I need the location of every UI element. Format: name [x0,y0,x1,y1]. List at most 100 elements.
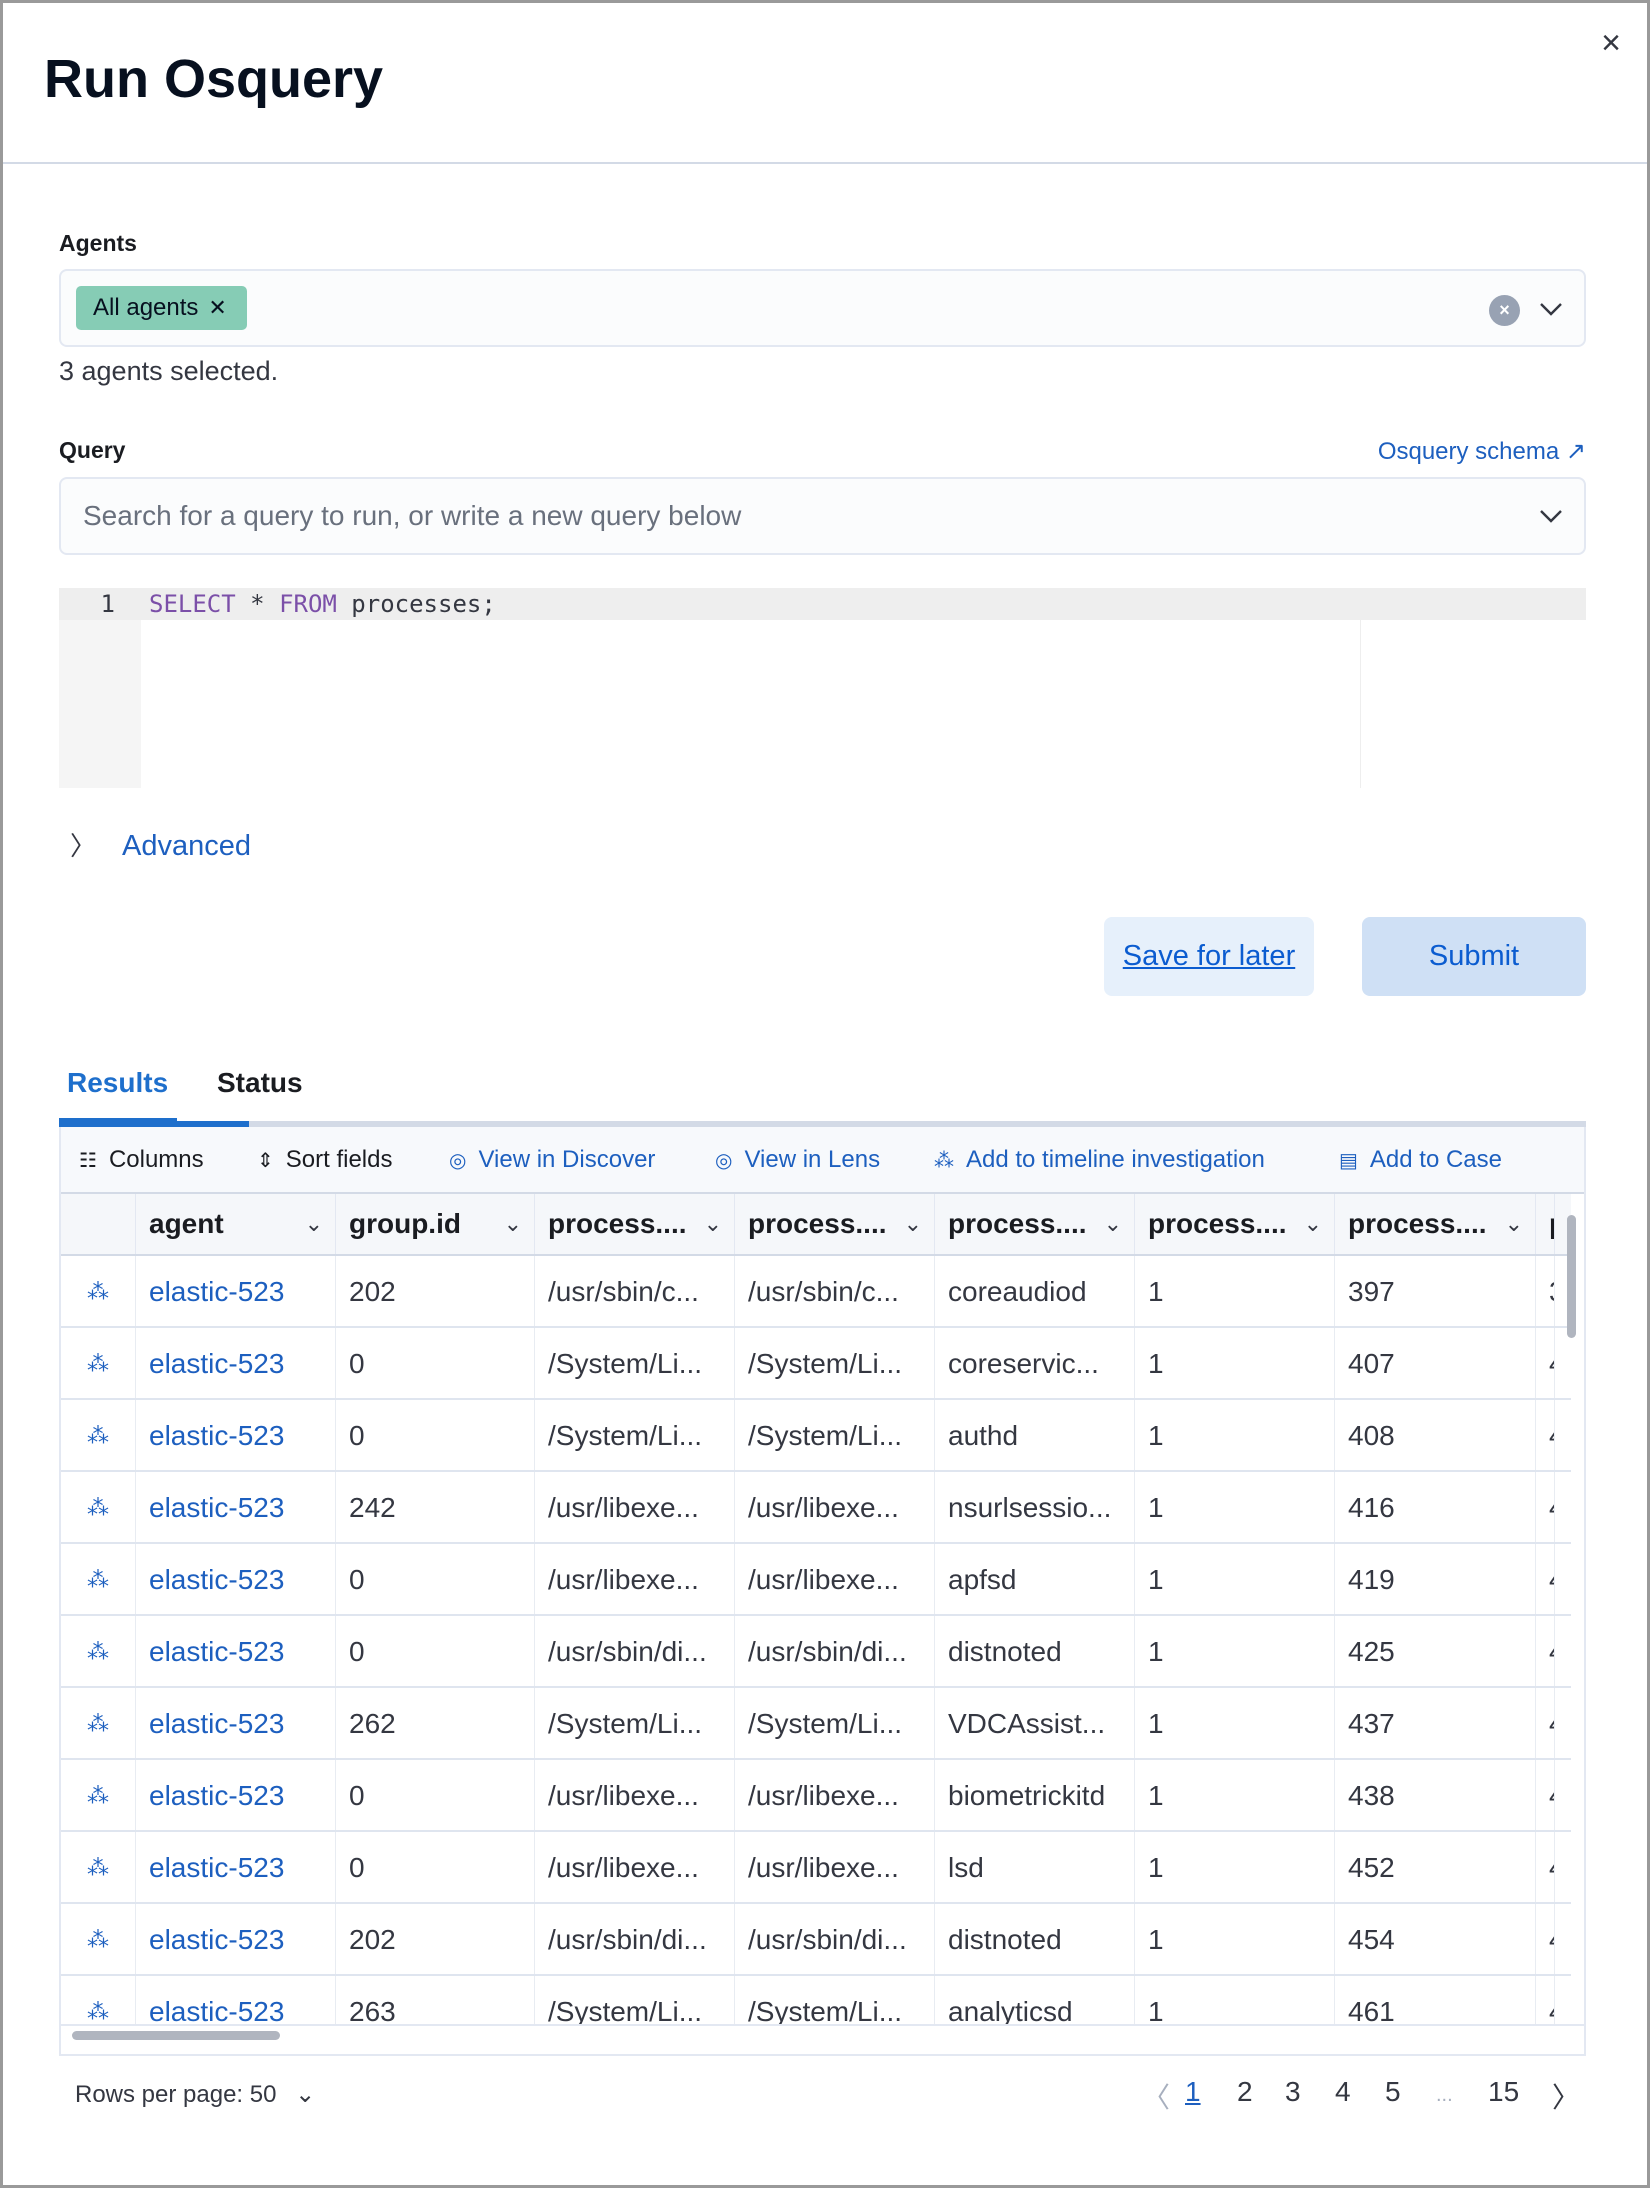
tab-results[interactable]: Results [67,1067,169,1098]
agent-link[interactable]: elastic-523 [136,1832,336,1902]
next-page-icon[interactable]: 〉 [1552,2082,1581,2113]
table-cell: nsurlsessio... [935,1472,1135,1542]
investigate-in-timeline-icon[interactable]: ⁂ [61,1544,136,1614]
chevron-down-icon[interactable]: ⌄ [703,1211,722,1236]
add-to-timeline-button[interactable]: ⁂ Add to timeline investigation [934,1127,1265,1194]
investigate-in-timeline-icon[interactable]: ⁂ [61,1472,136,1542]
advanced-toggle[interactable]: 〉 Advanced [70,826,251,863]
vertical-scrollbar[interactable] [1567,1215,1576,1338]
table-cell: 1 [1135,1760,1335,1830]
tab-status[interactable]: Status [217,1067,303,1098]
table-row: ⁂ elastic-523 262/System/Li.../System/Li..… [61,1688,1571,1760]
page-button[interactable]: 2 [1237,2076,1253,2107]
page-button[interactable]: 5 [1385,2076,1401,2107]
tab-bar [59,1121,1586,1127]
table-cell: 1 [1135,1616,1335,1686]
investigate-in-timeline-icon[interactable]: ⁂ [61,1688,136,1758]
column-header[interactable]: group.id ⌄ [336,1194,535,1254]
close-icon[interactable]: × [1601,24,1621,62]
investigate-in-timeline-icon[interactable]: ⁂ [61,1760,136,1830]
page-button[interactable]: 1 [1185,2076,1201,2107]
submit-button[interactable]: Submit [1362,917,1586,996]
table-cell: /usr/libexe... [735,1832,935,1902]
table-row: ⁂ elastic-523 0/usr/sbin/di.../usr/sbin/di… [61,1616,1571,1688]
line-number: 1 [100,590,115,618]
table-cell: 4 [1536,1544,1555,1614]
chevron-down-icon[interactable] [1538,296,1564,322]
table-cell: 0 [336,1616,535,1686]
page-button[interactable]: 3 [1285,2076,1301,2107]
table-cell: 0 [336,1832,535,1902]
add-to-case-button[interactable]: ▤ Add to Case [1339,1127,1502,1194]
agent-link[interactable]: elastic-523 [136,1256,336,1326]
agent-link[interactable]: elastic-523 [136,1976,336,2024]
agent-link[interactable]: elastic-523 [136,1472,336,1542]
table-cell: 4 [1536,1616,1555,1686]
table-row: ⁂ elastic-523 202/usr/sbin/c.../usr/sbin/c… [61,1256,1571,1328]
investigate-in-timeline-icon[interactable]: ⁂ [61,1832,136,1902]
investigate-in-timeline-icon[interactable]: ⁂ [61,1976,136,2024]
table-cell: 242 [336,1472,535,1542]
table-row: ⁂ elastic-523 263/System/Li.../System/Li..… [61,1976,1571,2024]
table-cell: /usr/libexe... [535,1832,735,1902]
agent-link[interactable]: elastic-523 [136,1904,336,1974]
investigate-in-timeline-icon[interactable]: ⁂ [61,1328,136,1398]
save-for-later-button[interactable]: Save for later [1104,917,1314,996]
query-search-combobox[interactable]: Search for a query to run, or write a ne… [59,477,1586,555]
chevron-down-icon[interactable]: ⌄ [1504,1211,1523,1236]
investigate-in-timeline-icon[interactable]: ⁂ [61,1616,136,1686]
page-button[interactable]: 15 [1488,2076,1520,2107]
column-header[interactable]: p [1536,1194,1555,1254]
table-cell: /usr/libexe... [735,1544,935,1614]
table-cell: distnoted [935,1616,1135,1686]
investigate-in-timeline-icon[interactable]: ⁂ [61,1256,136,1326]
investigate-in-timeline-icon[interactable]: ⁂ [61,1400,136,1470]
query-code[interactable]: SELECT * FROM processes; [149,588,496,620]
column-header[interactable]: process.... ⌄ [1335,1194,1536,1254]
chevron-down-icon: ⌄ [295,2081,316,2108]
timeline-label: Add to timeline investigation [966,1146,1265,1173]
table-cell: 407 [1335,1328,1536,1398]
agent-link[interactable]: elastic-523 [136,1400,336,1470]
horizontal-scrollbar[interactable] [72,2031,280,2040]
chevron-down-icon[interactable]: ⌄ [304,1211,323,1236]
column-header[interactable]: agent ⌄ [136,1194,336,1254]
agent-link[interactable]: elastic-523 [136,1328,336,1398]
results-grid: ☷ Columns ⇕ Sort fields ◎ View in Discover … [59,1127,1586,2056]
page-button[interactable]: 4 [1335,2076,1351,2107]
osquery-schema-link[interactable]: Osquery schema ↗ [1378,437,1586,466]
agent-link[interactable]: elastic-523 [136,1544,336,1614]
view-in-discover-button[interactable]: ◎ View in Discover [449,1127,655,1194]
remove-pill-icon[interactable]: ✕ [208,295,227,320]
agent-link[interactable]: elastic-523 [136,1688,336,1758]
column-header[interactable]: process.... ⌄ [735,1194,935,1254]
table-cell: 1 [1135,1256,1335,1326]
agent-link[interactable]: elastic-523 [136,1616,336,1686]
columns-button[interactable]: ☷ Columns [79,1127,204,1194]
chevron-down-icon[interactable]: ⌄ [903,1211,922,1236]
table-cell: 1 [1135,1544,1335,1614]
chevron-down-icon[interactable] [1538,503,1564,529]
chevron-down-icon[interactable]: ⌄ [1303,1211,1322,1236]
query-editor[interactable]: 1 SELECT * FROM processes; [59,588,1586,788]
column-header[interactable]: process.... ⌄ [1135,1194,1335,1254]
column-header-label: process.... [548,1208,687,1239]
table-cell: 4 [1536,1688,1555,1758]
clear-icon[interactable]: × [1489,295,1520,326]
table-cell: coreservic... [935,1328,1135,1398]
rows-per-page-select[interactable]: Rows per page: 50 ⌄ [75,2080,315,2109]
view-in-lens-button[interactable]: ◎ View in Lens [715,1127,880,1194]
agents-combobox[interactable]: All agents ✕ × [59,269,1586,347]
external-link-icon: ↗ [1565,438,1586,465]
agent-link[interactable]: elastic-523 [136,1760,336,1830]
column-header[interactable]: process.... ⌄ [935,1194,1135,1254]
chevron-down-icon[interactable]: ⌄ [1103,1211,1122,1236]
sort-fields-button[interactable]: ⇕ Sort fields [257,1127,392,1194]
column-header-label: agent [149,1208,224,1239]
previous-page-icon[interactable]: 〈 [1142,2082,1171,2113]
investigate-in-timeline-icon[interactable]: ⁂ [61,1904,136,1974]
chevron-down-icon[interactable]: ⌄ [503,1211,522,1236]
column-header[interactable]: process.... ⌄ [535,1194,735,1254]
agent-pill: All agents ✕ [76,286,247,330]
